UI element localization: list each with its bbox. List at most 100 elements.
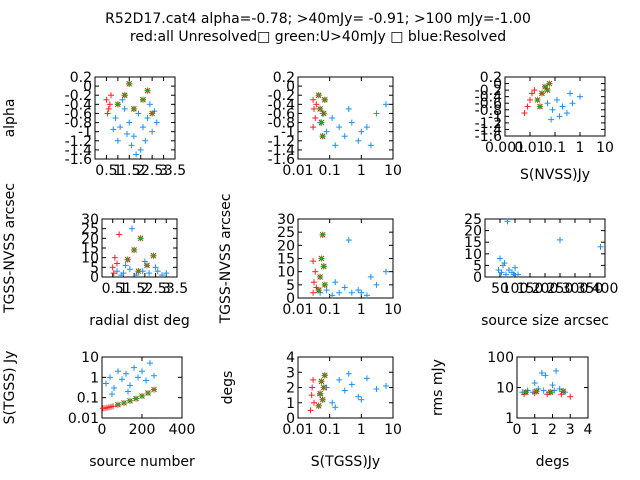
x-axis-label: S(TGSS)Jy (311, 454, 380, 470)
x-tick-label: 4 (584, 422, 593, 438)
point-blue-resolved (355, 287, 362, 294)
x-axis-label: S(NVSS)Jy (520, 167, 590, 183)
point-green-unresolved-bright (522, 389, 529, 396)
point-blue-resolved (373, 386, 380, 393)
x-tick-label: 3 (162, 281, 171, 297)
point-green-unresolved-bright (321, 372, 328, 379)
x-tick-label: 1 (357, 422, 366, 438)
point-green-unresolved-bright (131, 246, 138, 253)
y-tick-label: -0.2 (65, 88, 92, 104)
point-blue-resolved (131, 364, 137, 371)
point-blue-resolved (115, 368, 121, 375)
y-tick-label: -0.4 (65, 97, 92, 113)
point-blue-resolved (110, 126, 117, 133)
point-blue-resolved (559, 103, 566, 110)
point-blue-resolved (345, 105, 352, 112)
point-red-unresolved (312, 115, 319, 121)
y-tick-label: -0.8 (475, 103, 502, 119)
x-tick-label: 1.5 (123, 281, 145, 297)
point-blue-resolved (341, 387, 348, 394)
y-tick-label: 20 (81, 231, 99, 247)
point-red-unresolved (308, 392, 315, 399)
point-green-unresolved-bright (315, 287, 322, 294)
point-blue-resolved (127, 382, 133, 389)
point-blue-resolved (373, 110, 380, 117)
y-tick-label: -0.8 (65, 116, 92, 132)
plot-frame (297, 218, 394, 299)
y-tick-label: 0.2 (70, 70, 92, 86)
point-blue-resolved (128, 142, 135, 149)
point-red-unresolved (310, 399, 317, 406)
y-tick-label: -1 (488, 109, 502, 125)
y-tick-label: -1.2 (65, 134, 92, 150)
point-green-unresolved-bright (124, 256, 131, 263)
x-tick-label: 10 (384, 163, 402, 179)
point-blue-resolved (367, 142, 374, 149)
y-tick-label: 0.2 (273, 70, 295, 86)
point-blue-resolved (332, 279, 339, 286)
x-tick-label: 300 (562, 281, 589, 297)
y-tick-label: -1.6 (65, 152, 92, 168)
point-blue-resolved (348, 289, 355, 296)
x-tick-label: 1 (576, 140, 585, 156)
y-tick-label: -1.4 (475, 122, 502, 138)
point-blue-resolved (336, 124, 343, 131)
y-tick-label: -0.2 (268, 88, 295, 104)
point-blue-resolved (348, 119, 355, 126)
y-tick-label: 10 (277, 265, 295, 281)
point-blue-resolved (540, 387, 547, 394)
y-tick-label: 0.01 (68, 411, 99, 427)
x-tick-label: 150 (517, 281, 544, 297)
point-red-unresolved (110, 270, 117, 277)
y-axis-label: rms mJy (430, 359, 446, 416)
point-blue-resolved (597, 243, 604, 250)
point-blue-resolved (143, 377, 149, 384)
x-tick-label: 10 (596, 140, 614, 156)
x-tick-label: 350 (577, 281, 604, 297)
point-blue-resolved (133, 151, 140, 158)
point-red-unresolved (521, 110, 528, 117)
y-tick-label: 0 (286, 291, 295, 307)
point-blue-resolved (329, 399, 336, 406)
point-green-unresolved-bright (544, 87, 551, 94)
point-blue-resolved (147, 360, 153, 367)
point-blue-resolved (553, 367, 560, 374)
point-green-unresolved-bright (315, 402, 322, 409)
point-red-unresolved (109, 264, 116, 271)
point-green-unresolved-bright (135, 268, 142, 275)
point-red-unresolved (313, 101, 320, 108)
x-tick-label: 400 (592, 281, 619, 297)
point-green-unresolved-bright (140, 96, 146, 103)
x-axis-label: radial dist deg (89, 313, 189, 329)
point-blue-resolved (363, 292, 370, 299)
point-blue-resolved (497, 255, 503, 262)
x-tick-label: 250 (547, 281, 574, 297)
point-blue-resolved (542, 372, 549, 379)
point-blue-resolved (363, 124, 370, 131)
point-blue-resolved (549, 106, 556, 113)
plot-frame (504, 76, 606, 137)
plot-frame (297, 76, 394, 160)
y-tick-label: 5 (90, 260, 99, 276)
point-blue-resolved (345, 237, 352, 244)
point-red-unresolved (103, 96, 110, 103)
point-blue-resolved (498, 269, 505, 276)
y-tick-label: 100 (487, 350, 514, 366)
point-blue-resolved (149, 128, 156, 135)
point-green-unresolved-bright (546, 80, 553, 87)
y-tick-label: 0 (286, 411, 295, 427)
point-green-unresolved-bright (151, 386, 157, 393)
point-red-unresolved (111, 254, 118, 261)
x-tick-label: 200 (129, 422, 156, 438)
point-green-unresolved-bright (144, 87, 151, 94)
y-tick-label: -1.2 (268, 134, 295, 150)
y-tick-label: -1 (281, 125, 295, 141)
x-tick-label: 50 (491, 281, 509, 297)
y-tick-label: 0 (286, 79, 295, 95)
point-blue-resolved (111, 384, 117, 391)
point-blue-resolved (123, 370, 129, 377)
point-blue-resolved (336, 376, 343, 383)
point-red-unresolved (567, 393, 574, 400)
point-blue-resolved (103, 380, 109, 387)
